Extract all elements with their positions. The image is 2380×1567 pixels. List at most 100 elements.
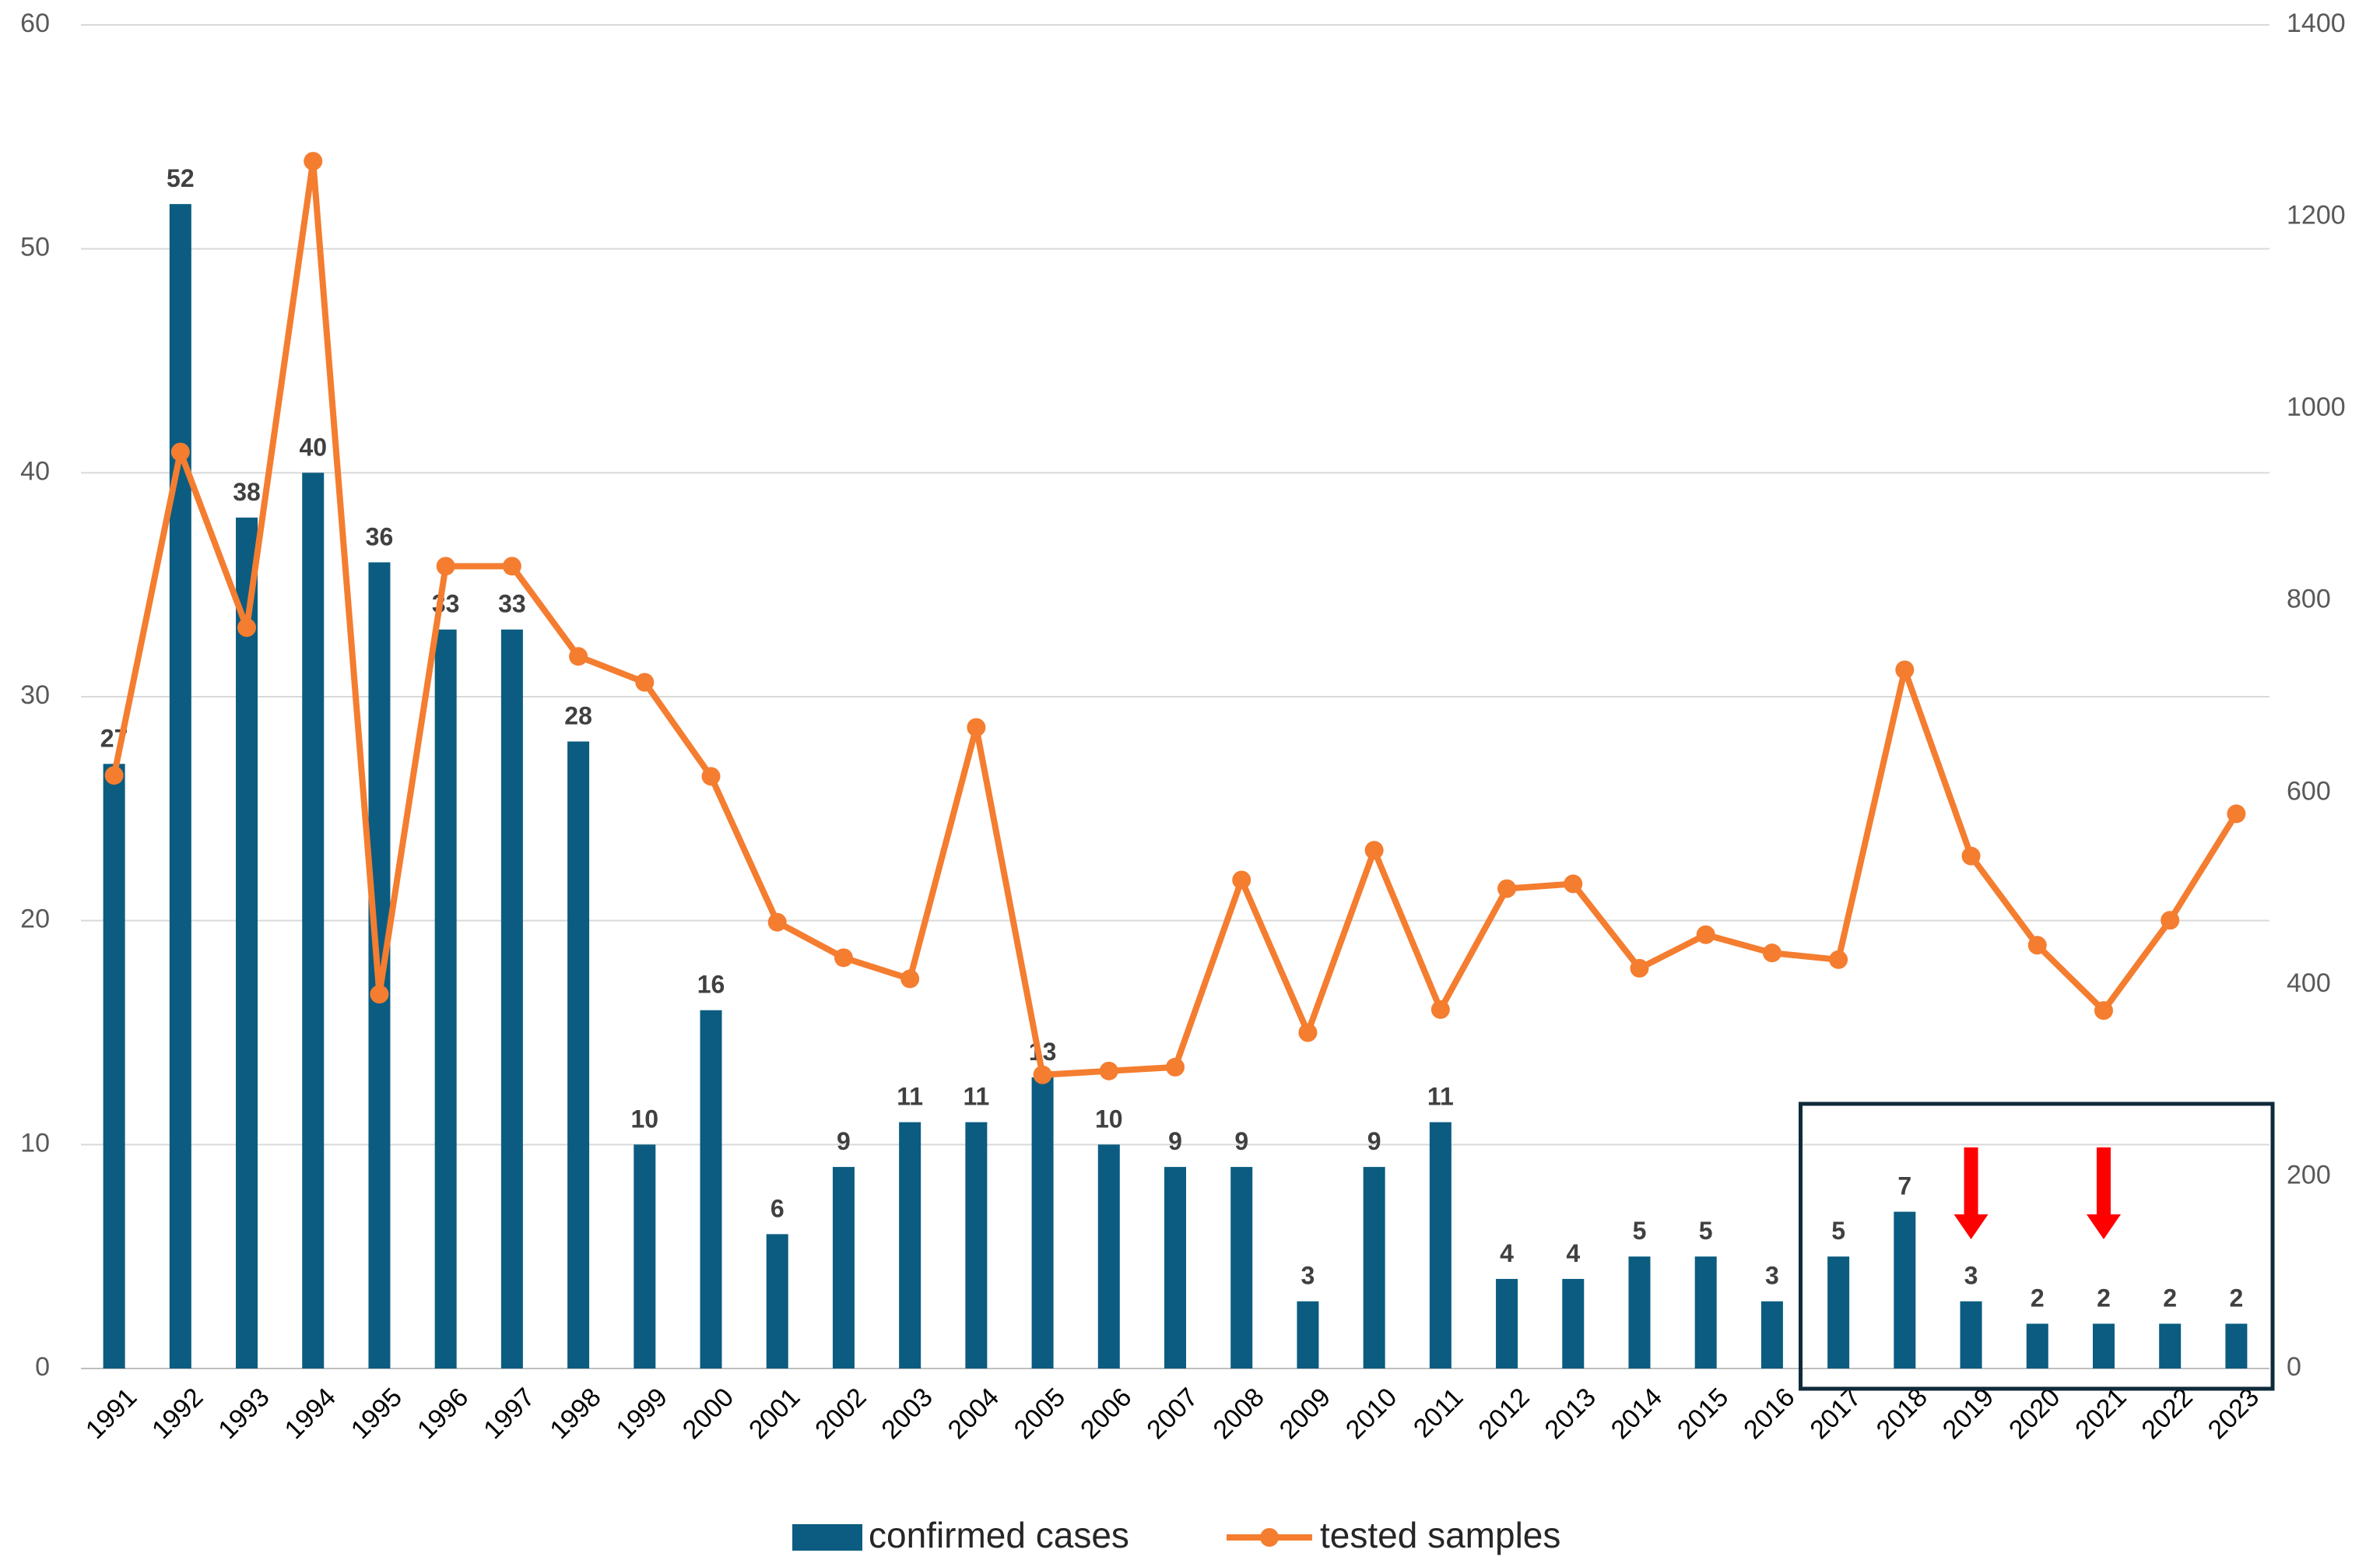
point-2009 [1298,1023,1318,1042]
point-2014 [1630,958,1649,978]
point-2008 [1232,870,1251,890]
bar-label-1992: 52 [167,164,195,192]
bar-1998 [567,741,590,1368]
x-tick-2015: 2015 [1672,1383,1734,1445]
left-tick-label: 40 [20,456,50,486]
bar-label-2021: 2 [2097,1284,2111,1312]
bar-2005 [1031,1077,1054,1368]
point-2011 [1430,1000,1450,1019]
point-2016 [1762,943,1781,963]
bar-2023 [2225,1323,2248,1368]
point-2015 [1696,925,1715,944]
bar-label-2017: 5 [1831,1217,1845,1245]
point-2002 [834,948,853,968]
bar-label-2012: 4 [1500,1239,1514,1267]
x-tick-1993: 1993 [212,1383,275,1445]
bar-1999 [634,1144,656,1368]
bar-2018 [1894,1211,1916,1368]
annotations [1799,1101,2275,1391]
right-tick-label: 1400 [2287,9,2346,38]
left-axis-ticks: 0 10 20 30 40 50 60 [20,9,50,1382]
x-tick-2016: 2016 [1738,1383,1800,1445]
bar-label-2007: 9 [1168,1127,1182,1155]
point-2021 [2094,1001,2113,1021]
bar-label-2016: 3 [1765,1262,1779,1290]
x-tick-2002: 2002 [809,1383,872,1445]
legend: confirmed cases tested samples [792,1515,1560,1555]
bar-label-2000: 16 [697,971,725,999]
bar-label-2010: 9 [1367,1127,1381,1155]
bar-label-1994: 40 [299,433,327,461]
x-tick-1994: 1994 [279,1383,342,1445]
bar-2007 [1164,1167,1186,1368]
point-1999 [635,673,655,692]
point-1993 [237,618,257,638]
right-tick-label: 600 [2287,776,2331,806]
bar-2001 [766,1234,788,1368]
right-tick-label: 400 [2287,968,2331,998]
right-axis-ticks: 0 200 400 600 800 1000 1200 1400 [2287,9,2346,1382]
bar-2000 [700,1010,722,1368]
arrow-2021 [2086,1147,2121,1239]
x-tick-2003: 2003 [876,1383,938,1445]
legend-marker-tested-samples [1260,1528,1279,1547]
bar-2013 [1562,1278,1585,1368]
x-tick-2007: 2007 [1141,1383,1203,1445]
bar-2003 [899,1122,921,1368]
x-tick-2019: 2019 [1937,1383,1999,1445]
bar-2009 [1297,1301,1319,1368]
point-2017 [1829,950,1848,969]
bar-label-2020: 2 [2031,1284,2045,1312]
x-tick-2004: 2004 [943,1383,1005,1445]
bar-2016 [1760,1301,1783,1368]
x-tick-2012: 2012 [1473,1383,1535,1445]
bar-2002 [832,1167,855,1368]
bar-1992 [169,204,191,1369]
x-tick-1992: 1992 [146,1383,209,1445]
bar-2014 [1628,1256,1651,1368]
x-tick-2018: 2018 [1871,1383,1933,1445]
point-1991 [104,766,124,785]
x-tick-1995: 1995 [346,1383,408,1445]
right-tick-label: 800 [2287,585,2331,614]
point-2004 [967,718,986,737]
point-1995 [370,985,389,1004]
bar-label-2013: 4 [1566,1239,1580,1267]
tested-samples-line [104,152,2246,1084]
x-tick-2014: 2014 [1606,1383,1668,1445]
x-tick-2000: 2000 [677,1383,739,1445]
point-2020 [2027,936,2047,955]
arrow-2019 [1953,1147,1989,1239]
bar-label-2003: 11 [897,1083,923,1111]
bar-label-2004: 11 [963,1083,989,1111]
bar-2019 [1960,1301,1982,1368]
bar-label-2008: 9 [1234,1127,1248,1155]
bar-2022 [2159,1323,2182,1368]
point-1994 [304,152,323,171]
x-tick-1998: 1998 [544,1383,606,1445]
x-tick-2005: 2005 [1009,1383,1071,1445]
bar-2004 [965,1122,988,1368]
bar-label-2006: 10 [1095,1105,1123,1133]
point-2000 [701,767,721,786]
point-2005 [1033,1065,1052,1084]
bar-label-1995: 36 [366,522,394,550]
bar-1993 [236,517,258,1368]
x-tick-2023: 2023 [2203,1383,2265,1445]
bar-label-2014: 5 [1633,1217,1647,1245]
x-tick-2021: 2021 [2069,1383,2132,1445]
x-tick-2017: 2017 [1804,1383,1866,1445]
highlight-box [1799,1101,2275,1391]
point-2001 [767,912,787,932]
left-tick-label: 30 [20,680,50,710]
point-1998 [569,647,588,666]
right-tick-label: 0 [2287,1352,2301,1382]
point-1997 [502,557,521,576]
x-tick-1999: 1999 [611,1383,673,1445]
x-tick-1991: 1991 [80,1383,142,1445]
left-tick-label: 60 [20,9,50,38]
point-2007 [1166,1057,1185,1077]
bar-2010 [1363,1167,1385,1368]
bar-1991 [103,764,125,1368]
